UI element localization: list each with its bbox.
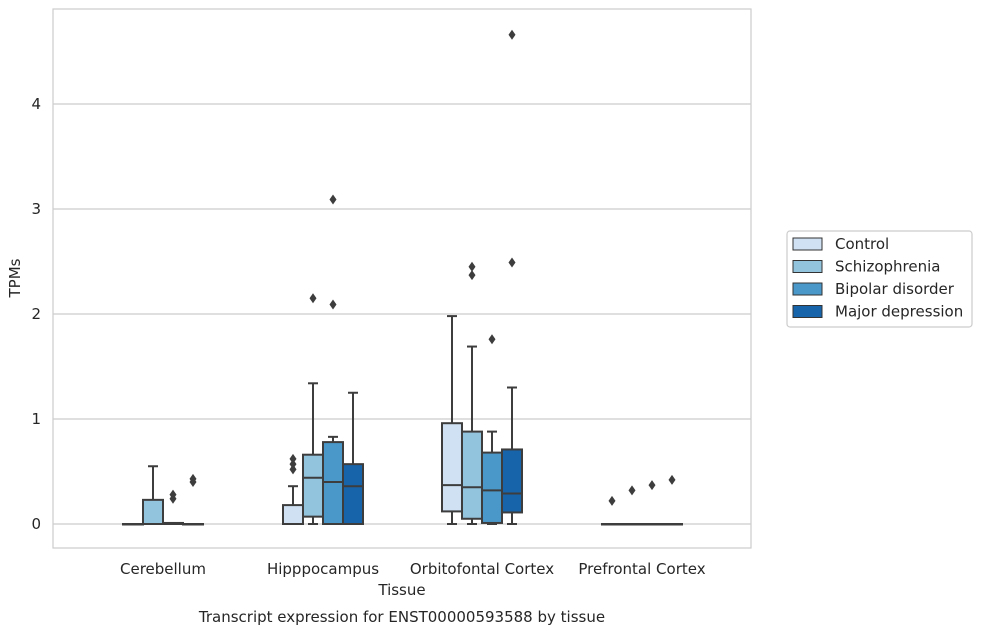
box-1-1	[302, 293, 324, 525]
box-body	[342, 463, 364, 525]
legend-item: Major depression	[792, 303, 963, 321]
y-tick-label: 2	[31, 305, 41, 323]
x-tick-label: Orbitofontal Cortex	[410, 560, 554, 578]
box-0-0	[122, 523, 144, 526]
x-tick-label: Hipppocampus	[267, 560, 379, 578]
plot-frame	[52, 8, 752, 549]
outlier-point	[329, 299, 337, 310]
box-2-2	[481, 334, 503, 525]
outlier-point	[289, 464, 297, 475]
box-0-2	[162, 489, 184, 526]
box-2-0	[441, 315, 463, 525]
box-0-1	[142, 465, 164, 526]
outlier-point	[189, 473, 197, 484]
box-1-0	[282, 453, 304, 526]
box-body	[282, 504, 304, 526]
legend-item: Control	[792, 235, 889, 253]
outlier-point	[608, 495, 616, 506]
box-body	[461, 430, 483, 520]
outlier-point	[289, 459, 297, 470]
y-tick-labels: 0 1 2 3 4	[31, 95, 41, 533]
x-tick-label: Prefrontal Cortex	[578, 560, 705, 578]
x-tick-label: Cerebellum	[120, 560, 206, 578]
legend-item: Bipolar disorder	[792, 280, 955, 298]
box-3-0	[601, 495, 623, 526]
outlier-point	[648, 480, 656, 491]
box-body	[322, 441, 344, 526]
outlier-point	[309, 293, 317, 304]
x-tick-labels: Cerebellum Hipppocampus Orbitofontal Corte…	[120, 560, 706, 578]
y-tick-label: 0	[31, 515, 41, 533]
outlier-point	[508, 257, 516, 268]
box-body	[142, 498, 164, 526]
box-3-1	[621, 485, 643, 526]
y-axis-label: TPMs	[6, 258, 24, 298]
outlier-point	[488, 334, 496, 345]
legend-swatch	[792, 237, 823, 251]
box-body	[441, 422, 463, 513]
box-2-1	[461, 261, 483, 525]
x-axis-label: Tissue	[377, 581, 425, 599]
box-body	[302, 453, 324, 518]
outlier-point	[289, 453, 297, 464]
y-tick-label: 4	[31, 95, 41, 113]
outlier-point	[468, 261, 476, 272]
legend-swatch	[792, 305, 823, 318]
legend-swatch	[792, 282, 823, 296]
legend: Control Schizophrenia Bipolar disorder Majo…	[786, 230, 973, 328]
legend-label: Schizophrenia	[835, 258, 940, 276]
legend-item: Schizophrenia	[792, 258, 940, 276]
legend-label: Control	[835, 235, 889, 253]
legend-label: Major depression	[835, 303, 963, 321]
y-tick-label: 1	[31, 410, 41, 428]
box-1-3	[342, 391, 364, 525]
y-tick-label: 3	[31, 200, 41, 218]
box-3-2	[641, 480, 663, 526]
outlier-point	[668, 474, 676, 485]
grid-lines	[53, 103, 751, 525]
outlier-point	[468, 270, 476, 281]
legend-frame	[786, 230, 973, 328]
outlier-point	[508, 29, 516, 40]
chart-caption: Transcript expression for ENST0000059358…	[198, 608, 605, 626]
box-body	[481, 451, 503, 524]
box-2-3	[501, 29, 523, 525]
box-body	[501, 448, 523, 514]
outlier-point	[628, 485, 636, 496]
boxes	[122, 29, 683, 526]
box-0-3	[182, 473, 204, 526]
legend-label: Bipolar disorder	[835, 280, 955, 298]
legend-swatch	[792, 260, 823, 273]
box-3-3	[661, 474, 683, 526]
outlier-point	[329, 194, 337, 205]
outlier-point	[169, 489, 177, 500]
box-1-2	[322, 194, 344, 526]
